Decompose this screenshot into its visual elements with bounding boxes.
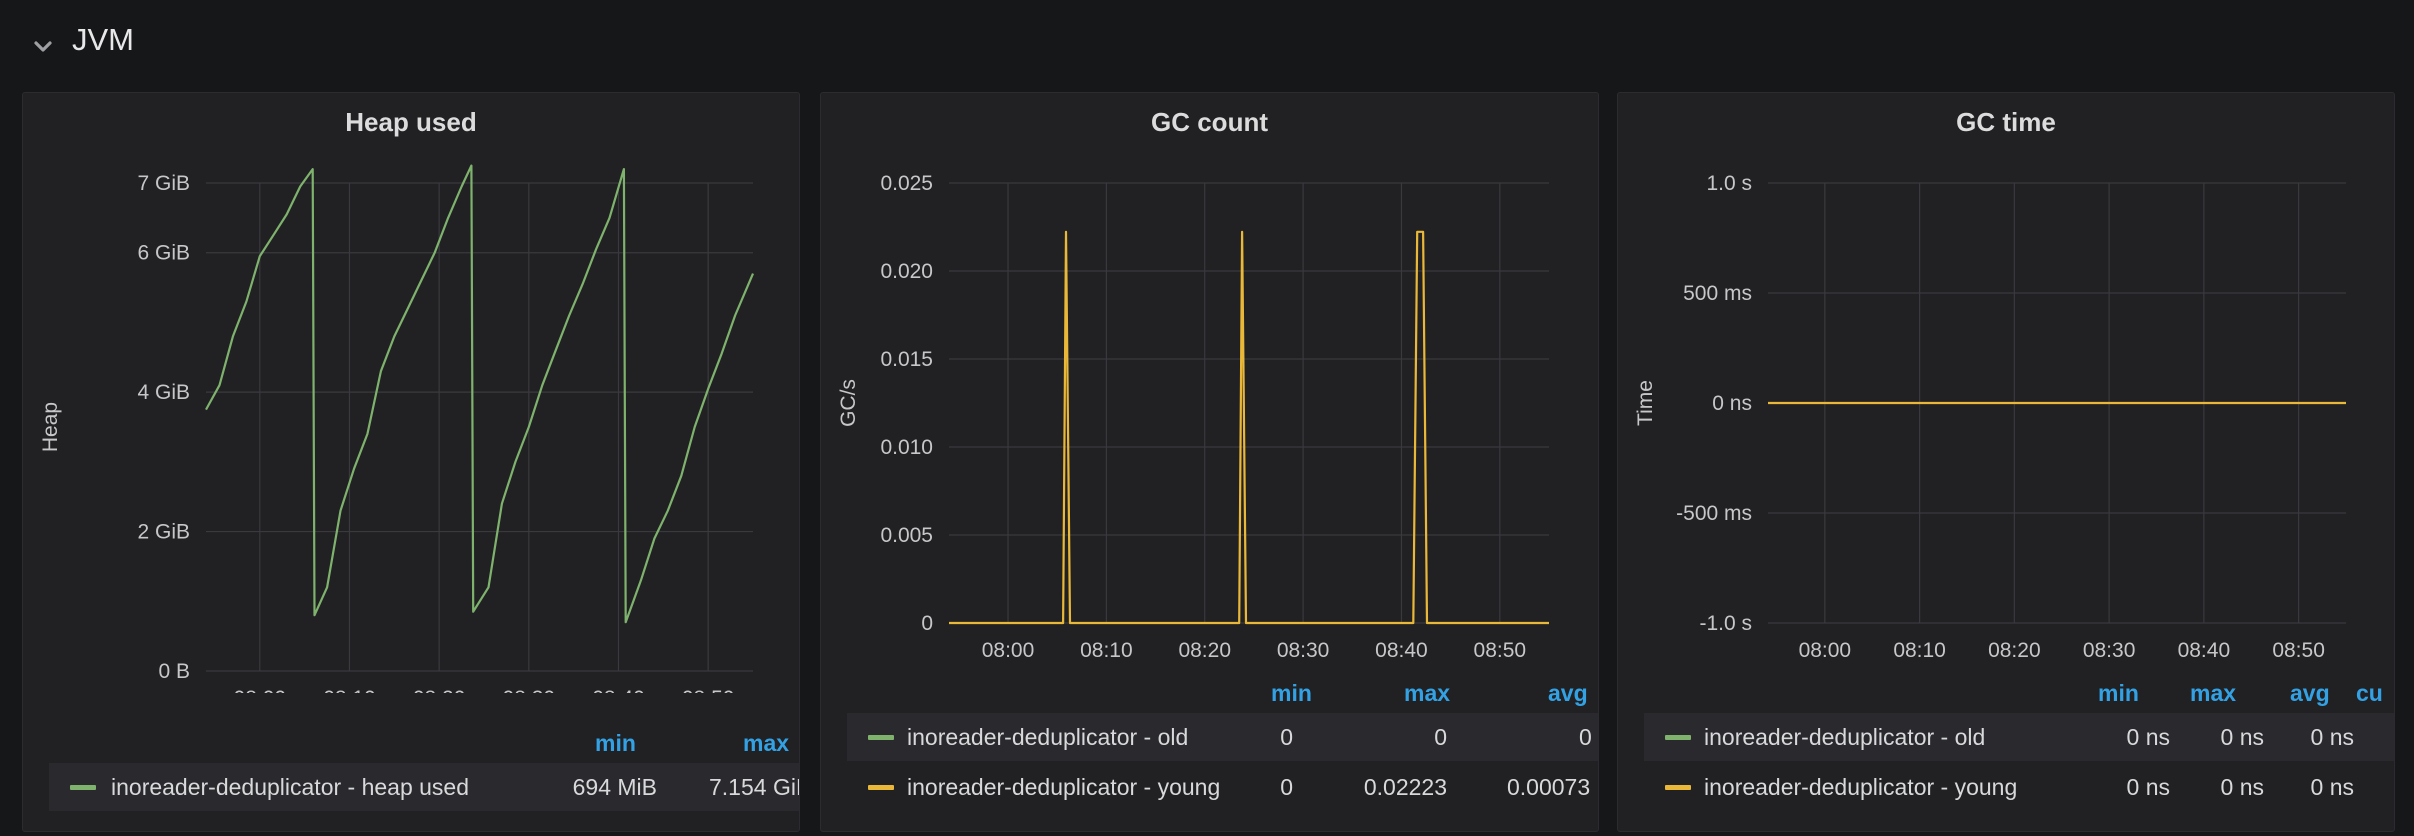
row-header-jvm[interactable]: JVM — [0, 0, 2414, 88]
legend-value-avg: 0 ns — [2310, 724, 2354, 750]
legend-row[interactable]: inoreader-deduplicator - young 0 0.02223… — [847, 763, 1598, 811]
legend-value-min: 0 ns — [2126, 724, 2170, 750]
x-tick-label: 08:40 — [2178, 639, 2231, 662]
y-tick-label: 6 GiB — [137, 242, 190, 265]
x-tick-label: 08:50 — [682, 687, 735, 693]
y-tick-label: 0 B — [158, 660, 190, 683]
legend-row[interactable]: inoreader-deduplicator - heap used 694 M… — [49, 763, 799, 811]
legend-value-avg: 0 ns — [2310, 774, 2354, 800]
legend-header-min[interactable]: min — [1271, 680, 1312, 706]
y-tick-label: 4 GiB — [137, 381, 190, 404]
panel-gc-count: GC count 0 0.005 0.010 0.015 0.020 0.025 08:00… — [820, 92, 1599, 832]
panel-title[interactable]: GC count — [1151, 107, 1268, 137]
x-tick-label: 08:40 — [1375, 639, 1428, 662]
legend-header-max[interactable]: max — [2190, 680, 2237, 706]
panel-gc-time: GC time -1.0 s -500 ms 0 ns 500 ms 1.0 s 08:0… — [1617, 92, 2395, 832]
y-axis-label: Time — [1634, 380, 1657, 426]
legend-value-min: 0 ns — [2126, 774, 2170, 800]
panel-title[interactable]: GC time — [1956, 107, 2056, 137]
legend-series-name: inoreader-deduplicator - heap used — [111, 774, 470, 800]
chart-gc-time: -1.0 s -500 ms 0 ns 500 ms 1.0 s 08:00 08:10 08… — [1634, 172, 2346, 662]
x-tick-label: 08:30 — [2083, 639, 2136, 662]
x-tick-label: 08:20 — [1178, 639, 1231, 662]
y-tick-label: 0.010 — [880, 436, 933, 459]
y-tick-label: 1.0 s — [1706, 172, 1752, 195]
x-tick-label: 08:50 — [1474, 639, 1527, 662]
x-tick-label: 08:00 — [234, 687, 287, 693]
legend-value-avg: 0.00073 — [1507, 774, 1591, 800]
x-tick-label: 08:30 — [1277, 639, 1330, 662]
y-tick-label: -500 ms — [1676, 502, 1752, 525]
legend-value-max: 0 — [1434, 724, 1447, 750]
chevron-down-icon[interactable] — [32, 36, 54, 58]
legend-header-min[interactable]: min — [2098, 680, 2139, 706]
legend-header-max[interactable]: max — [1404, 680, 1451, 706]
y-tick-label: 0.025 — [880, 172, 933, 195]
y-tick-label: 500 ms — [1683, 282, 1752, 305]
y-axis-label: Heap — [39, 402, 62, 452]
legend-series-name: inoreader-deduplicator - old — [907, 724, 1189, 750]
legend-series-name: inoreader-deduplicator - young — [1704, 774, 2018, 800]
legend-value-avg: 0 — [1579, 724, 1592, 750]
legend-header-min[interactable]: min — [595, 730, 636, 756]
x-tick-label: 08:40 — [592, 687, 645, 693]
legend-value-min: 0 — [1280, 724, 1293, 750]
series-line — [949, 230, 1549, 625]
x-tick-label: 08:30 — [503, 687, 556, 693]
chart-heap-used: 0 B 2 GiB 4 GiB 6 GiB 7 GiB 08:00 08:10 08:20 08… — [39, 164, 755, 693]
legend-row[interactable]: inoreader-deduplicator - young 0 ns 0 ns… — [1644, 763, 2394, 811]
y-tick-label: 0.015 — [880, 348, 933, 371]
legend-header-max[interactable]: max — [743, 730, 790, 756]
x-tick-label: 08:10 — [323, 687, 376, 693]
legend-row[interactable]: inoreader-deduplicator - old 0 ns 0 ns 0… — [1644, 713, 2394, 761]
legend-value-max: 0 ns — [2220, 774, 2264, 800]
legend-swatch — [868, 785, 894, 790]
legend-header-current[interactable]: cu — [2356, 680, 2383, 706]
x-tick-label: 08:10 — [1080, 639, 1133, 662]
legend-value-min: 0 — [1280, 774, 1293, 800]
row-title: JVM — [72, 22, 134, 57]
legend-value-max: 7.154 GiB — [709, 774, 799, 800]
x-tick-label: 08:20 — [1988, 639, 2041, 662]
y-tick-label: -1.0 s — [1699, 612, 1752, 635]
legend-header-avg[interactable]: avg — [2290, 680, 2330, 706]
y-tick-label: 0 — [921, 612, 933, 635]
x-tick-label: 08:50 — [2272, 639, 2325, 662]
y-tick-label: 0 ns — [1712, 392, 1752, 415]
legend-value-max: 0.02223 — [1363, 774, 1447, 800]
legend-swatch — [868, 735, 894, 740]
legend-header-avg[interactable]: avg — [1548, 680, 1588, 706]
legend-series-name: inoreader-deduplicator - young — [907, 774, 1221, 800]
x-tick-label: 08:20 — [413, 687, 466, 693]
legend-series-name: inoreader-deduplicator - old — [1704, 724, 1986, 750]
legend-swatch — [1665, 785, 1691, 790]
y-tick-label: 2 GiB — [137, 521, 190, 544]
panel-title[interactable]: Heap used — [345, 107, 477, 137]
y-tick-label: 0.005 — [880, 524, 933, 547]
y-axis-label: GC/s — [837, 379, 860, 427]
legend-value-max: 0 ns — [2220, 724, 2264, 750]
legend-row[interactable]: inoreader-deduplicator - old 0 0 0 — [847, 713, 1598, 761]
legend-value-min: 694 MiB — [572, 774, 657, 800]
x-tick-label: 08:10 — [1893, 639, 1946, 662]
legend-swatch — [70, 785, 96, 790]
legend-swatch — [1665, 735, 1691, 740]
x-tick-label: 08:00 — [1799, 639, 1852, 662]
chart-gc-count: 0 0.005 0.010 0.015 0.020 0.025 08:00 08:10 08:2… — [837, 172, 1549, 662]
y-tick-label: 7 GiB — [137, 172, 190, 195]
panel-heap-used: Heap used 0 B 2 GiB 4 GiB 6 GiB 7 GiB 08:00 08… — [22, 92, 800, 832]
series-line — [205, 164, 755, 624]
y-tick-label: 0.020 — [880, 260, 933, 283]
x-tick-label: 08:00 — [982, 639, 1035, 662]
